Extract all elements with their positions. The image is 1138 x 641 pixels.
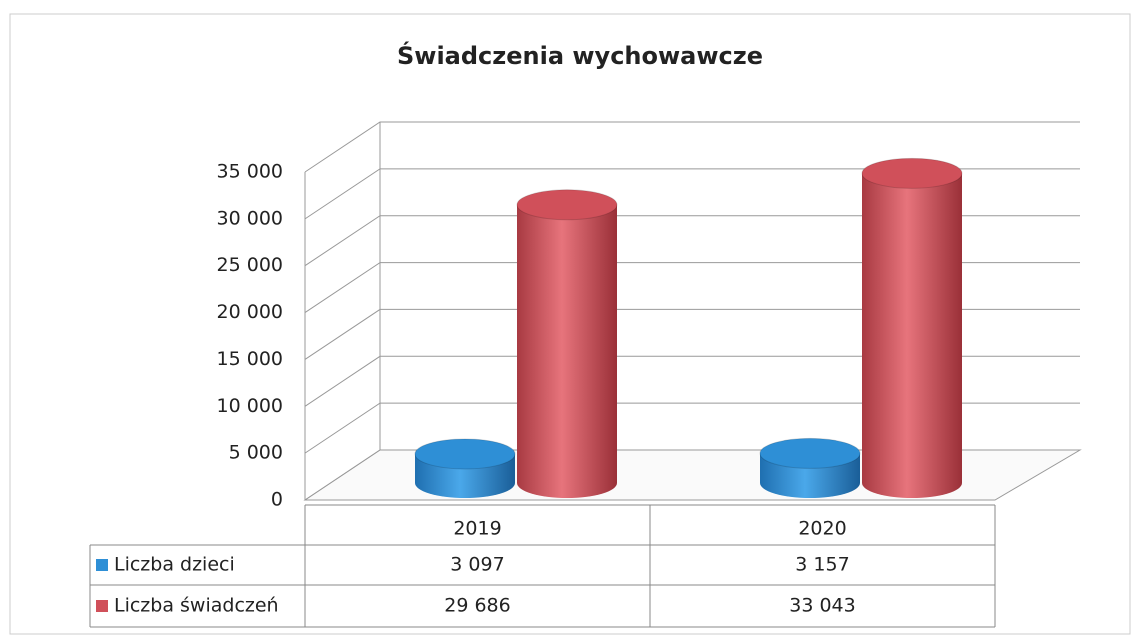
y-tick-label: 10 000 [217, 395, 283, 417]
grid-line [304, 355, 1080, 407]
grid-line [304, 121, 1080, 173]
cylinder-top [516, 189, 618, 221]
cylinder-top [759, 437, 861, 469]
cylinder-top [861, 157, 963, 189]
y-tick-label: 30 000 [217, 207, 283, 229]
y-tick-label: 35 000 [217, 161, 283, 183]
cylinder [414, 438, 516, 498]
grid-line [304, 215, 1080, 267]
y-tick-label: 20 000 [217, 301, 283, 323]
y-tick-label: 25 000 [217, 254, 283, 276]
cylinder-top [414, 438, 516, 470]
y-tick-label: 5 000 [229, 442, 283, 464]
cylinder [759, 437, 861, 498]
grid-line [304, 308, 1080, 360]
x-tick-label: 2020 [798, 518, 846, 540]
table-value: 3 097 [450, 554, 504, 576]
legend-label: Liczba dzieci [114, 554, 235, 576]
grid-line [304, 402, 1080, 454]
legend-swatch [96, 559, 108, 571]
cylinder-body [862, 173, 962, 498]
table-value: 29 686 [444, 595, 510, 617]
grid-line [304, 262, 1080, 313]
chart-title: Świadczenia wychowawcze [397, 40, 763, 70]
legend-label: Liczba świadczeń [114, 595, 279, 617]
cylinder-body [517, 204, 617, 498]
table-value: 33 043 [789, 595, 855, 617]
legend-swatch [96, 600, 108, 612]
grid-line [304, 168, 1080, 220]
y-tick-label: 0 [271, 489, 283, 511]
cylinder [861, 157, 963, 498]
y-tick-label: 15 000 [217, 348, 283, 370]
cylinder [516, 189, 618, 498]
x-tick-label: 2019 [453, 518, 501, 540]
table-value: 3 157 [795, 554, 849, 576]
